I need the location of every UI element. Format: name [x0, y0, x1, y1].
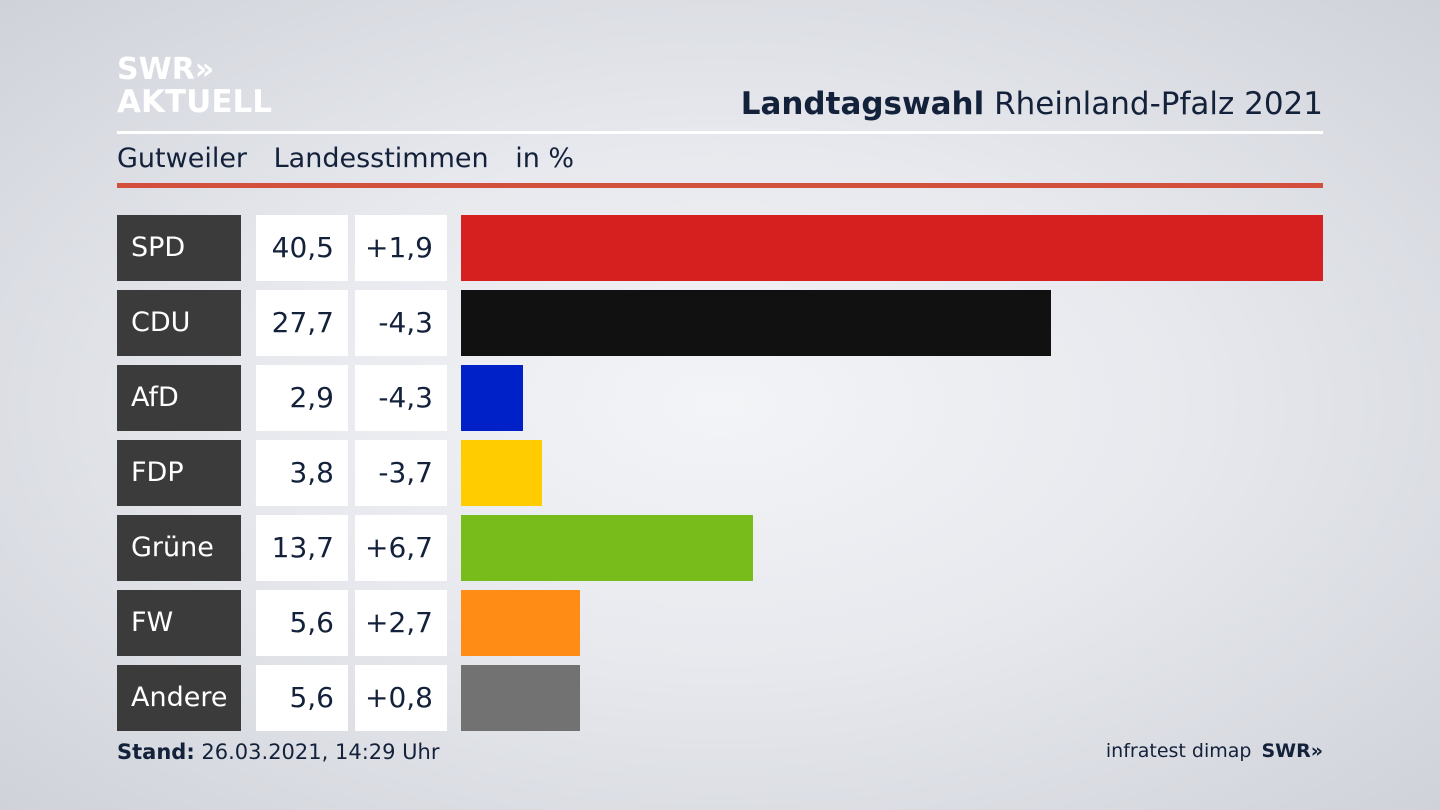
party-label: AfD	[117, 365, 241, 431]
timestamp: Stand: 26.03.2021, 14:29 Uhr	[117, 740, 440, 764]
result-bar	[461, 515, 753, 581]
subtitle-unit: in %	[515, 143, 575, 174]
result-row: Andere 5,6 +0,8	[117, 665, 1323, 731]
change-label: +6,7	[355, 515, 447, 581]
change-label: +1,9	[355, 215, 447, 281]
party-label: SPD	[117, 215, 241, 281]
title-bold: Landtagswahl	[740, 86, 985, 122]
party-label: FW	[117, 590, 241, 656]
change-label: -4,3	[355, 290, 447, 356]
timestamp-value: 26.03.2021, 14:29 Uhr	[194, 740, 440, 764]
vote-share-label: 27,7	[256, 290, 348, 356]
vote-share-label: 13,7	[256, 515, 348, 581]
logo-line-1: SWR»	[117, 52, 215, 87]
result-row: CDU 27,7 -4,3	[117, 290, 1323, 356]
party-label: CDU	[117, 290, 241, 356]
subtitle-divider	[117, 183, 1323, 188]
result-row: SPD 40,5 +1,9	[117, 215, 1323, 281]
result-bar	[461, 365, 523, 431]
result-row: AfD 2,9 -4,3	[117, 365, 1323, 431]
change-label: -3,7	[355, 440, 447, 506]
result-bar	[461, 590, 580, 656]
source-name: infratest dimap	[1105, 740, 1252, 762]
result-row: Grüne 13,7 +6,7	[117, 515, 1323, 581]
result-bar	[461, 440, 542, 506]
result-bar	[461, 290, 1051, 356]
swr-aktuell-logo: SWR» AKTUELL	[117, 55, 272, 118]
source-credit: infratest dimap SWR»	[1106, 740, 1323, 762]
party-label: Grüne	[117, 515, 241, 581]
vote-share-label: 3,8	[256, 440, 348, 506]
result-row: FW 5,6 +2,7	[117, 590, 1323, 656]
timestamp-label: Stand:	[117, 740, 195, 764]
logo-line-2: AKTUELL	[117, 84, 273, 120]
header-divider	[117, 131, 1323, 134]
subtitle-vote-type: Landesstimmen	[273, 143, 489, 174]
vote-share-label: 5,6	[256, 665, 348, 731]
title-regular: Rheinland-Pfalz 2021	[984, 86, 1323, 122]
party-label: Andere	[117, 665, 241, 731]
vote-share-label: 2,9	[256, 365, 348, 431]
result-row: FDP 3,8 -3,7	[117, 440, 1323, 506]
vote-share-label: 5,6	[256, 590, 348, 656]
change-label: +0,8	[355, 665, 447, 731]
party-label: FDP	[117, 440, 241, 506]
result-bar	[461, 215, 1323, 281]
change-label: +2,7	[355, 590, 447, 656]
subtitle: Gutweiler Landesstimmen in %	[117, 143, 592, 174]
subtitle-place: Gutweiler	[117, 143, 248, 174]
swr-small-logo: SWR»	[1261, 740, 1323, 762]
result-bar	[461, 665, 580, 731]
change-label: -4,3	[355, 365, 447, 431]
page-title: Landtagswahl Rheinland-Pfalz 2021	[741, 86, 1323, 122]
vote-share-label: 40,5	[256, 215, 348, 281]
